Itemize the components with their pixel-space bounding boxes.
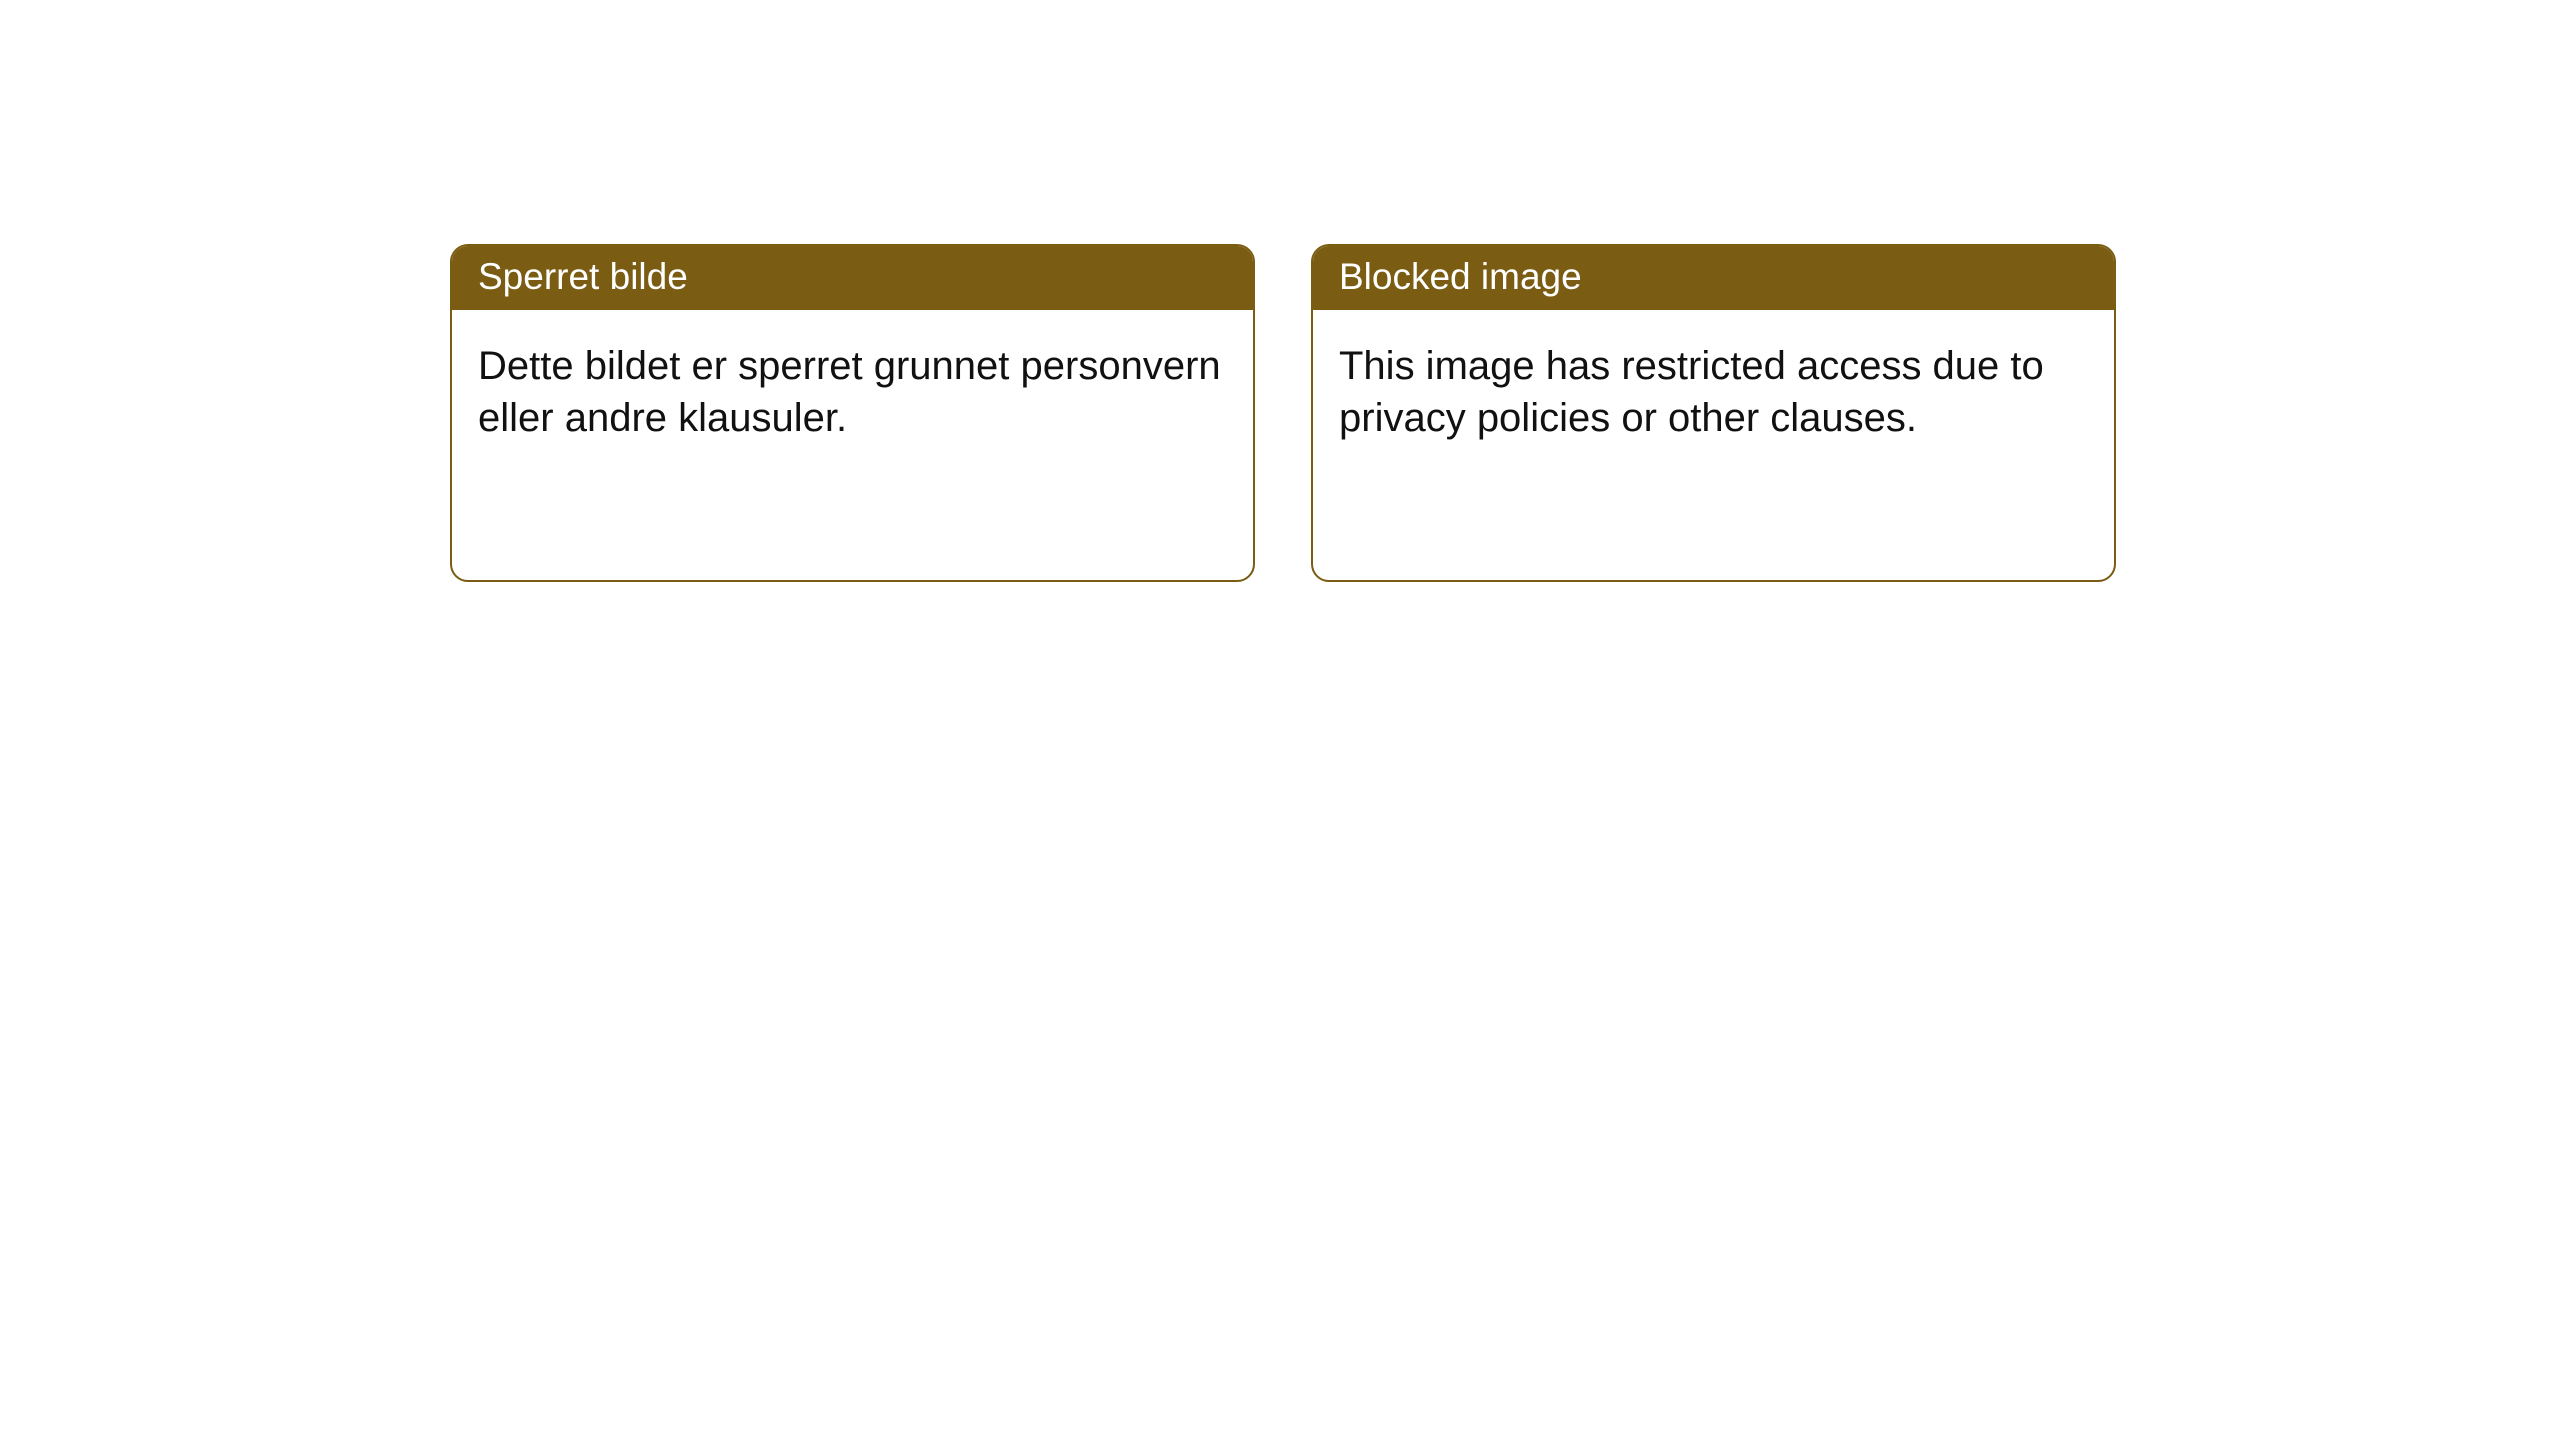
notice-card-english: Blocked image This image has restricted … [1311,244,2116,582]
notice-header: Blocked image [1313,246,2114,310]
notice-header: Sperret bilde [452,246,1253,310]
notice-container: Sperret bilde Dette bildet er sperret gr… [0,0,2560,582]
notice-body: This image has restricted access due to … [1313,310,2114,580]
notice-body: Dette bildet er sperret grunnet personve… [452,310,1253,580]
notice-card-norwegian: Sperret bilde Dette bildet er sperret gr… [450,244,1255,582]
